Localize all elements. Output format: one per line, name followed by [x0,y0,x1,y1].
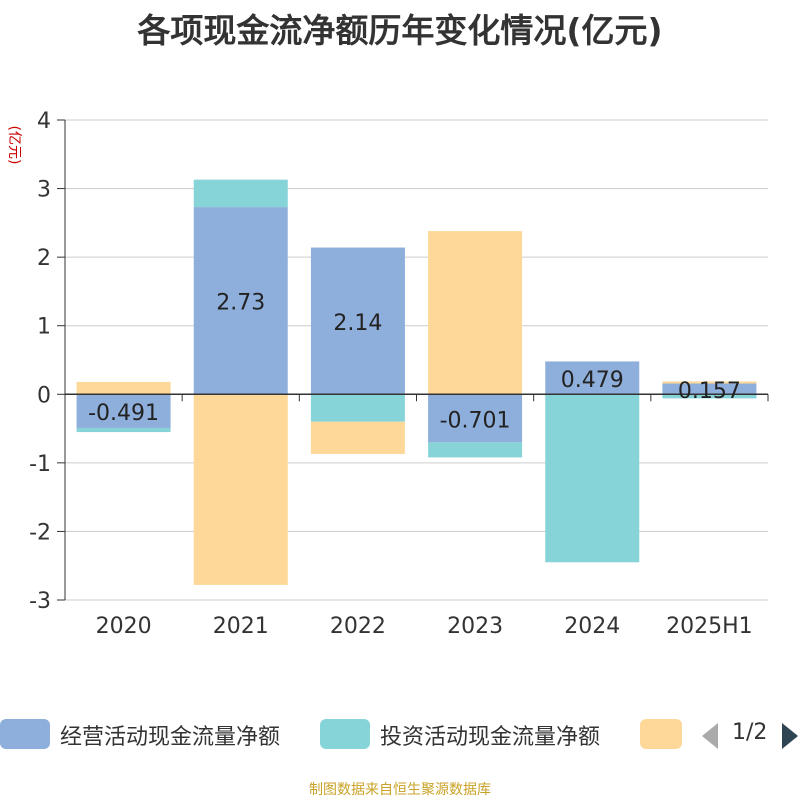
y-tick-label: 2 [37,246,51,271]
source-note: 制图数据来自恒生聚源数据库 [309,782,491,798]
bar-operating-2023 [428,394,523,443]
bar-third-series-2022 [310,421,405,454]
y-tick-label: 4 [37,109,51,134]
legend-pager: 1/2 [700,718,800,752]
x-tick-label: 2023 [447,614,503,639]
y-tick-label: 3 [37,178,51,203]
data-label-operating: 0.479 [561,368,624,393]
x-tick-label: 2025H1 [666,614,753,639]
bar-operating-2022 [310,247,405,395]
legend-swatch-operating [0,719,50,749]
y-tick-label: 0 [37,383,51,408]
x-tick-label: 2021 [213,614,269,639]
legend-swatch-investing [320,719,370,749]
bar-third-series-2023 [428,231,523,395]
data-label-operating: 0.157 [678,379,741,404]
data-label-operating: -0.701 [440,408,511,433]
y-tick-label: -3 [29,589,51,614]
bar-investing-2022 [310,394,405,422]
bar-operating-2021 [193,207,288,395]
y-tick-label: -2 [29,520,51,545]
legend-swatch-third-series [640,719,682,749]
x-tick-label: 2022 [330,614,386,639]
bar-investing-2023 [428,442,523,458]
bar-operating-2024 [545,361,640,395]
bar-operating-2025H1 [662,383,757,395]
x-tick-label: 2024 [564,614,620,639]
legend-label-investing: 投资活动现金流量净额 [380,725,601,750]
y-axis-title: (亿元) [6,126,22,165]
legend-label-operating: 经营活动现金流量净额 [60,725,281,750]
legend-page-indicator: 1/2 [732,720,768,745]
next-page-icon[interactable] [780,723,800,749]
bar-third-series-2021 [193,394,288,585]
chart-title: 各项现金流净额历年变化情况(亿元) [137,11,663,50]
data-label-operating: -0.491 [88,401,159,426]
y-tick-label: 1 [37,315,51,340]
bar-investing-2020 [76,427,171,433]
data-label-operating: 2.73 [216,291,265,316]
bar-investing-2024 [545,394,640,563]
bar-third-series-2025H1 [662,381,757,384]
y-tick-label: -1 [29,452,51,477]
data-label-operating: 2.14 [333,311,382,336]
x-tick-label: 2020 [96,614,152,639]
bar-operating-2020 [76,394,171,428]
bar-third-series-2020 [76,381,171,395]
prev-page-icon[interactable] [700,723,720,749]
bar-investing-2021 [193,179,288,208]
bar-investing-2025H1 [662,394,757,399]
